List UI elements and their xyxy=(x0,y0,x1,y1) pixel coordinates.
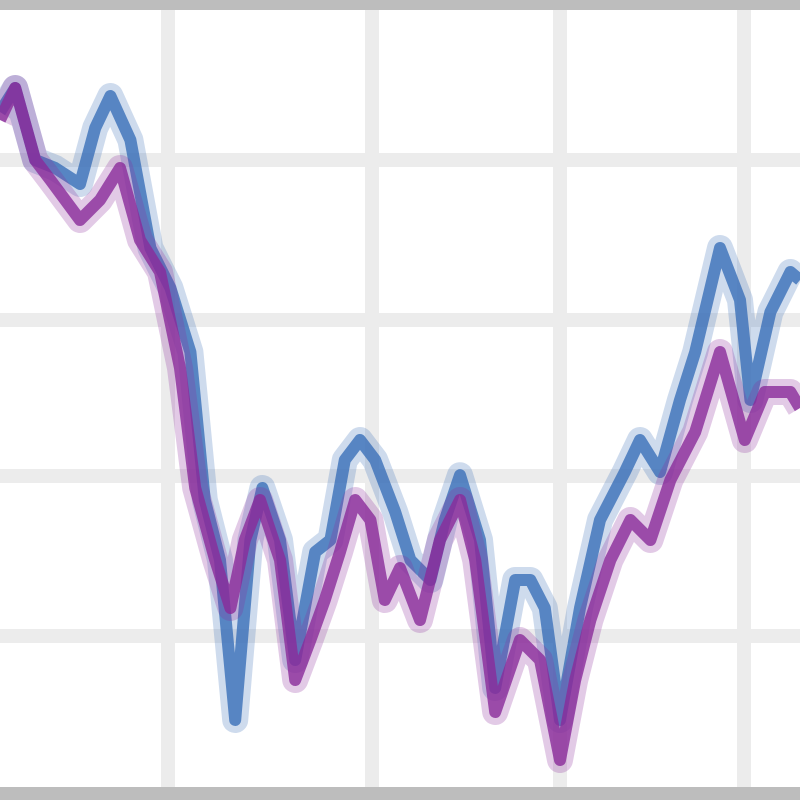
series-1-line xyxy=(0,82,800,766)
series-lines xyxy=(0,75,800,773)
bottom-frame xyxy=(0,787,800,800)
top-frame xyxy=(0,0,800,10)
series-0-line xyxy=(0,82,800,726)
